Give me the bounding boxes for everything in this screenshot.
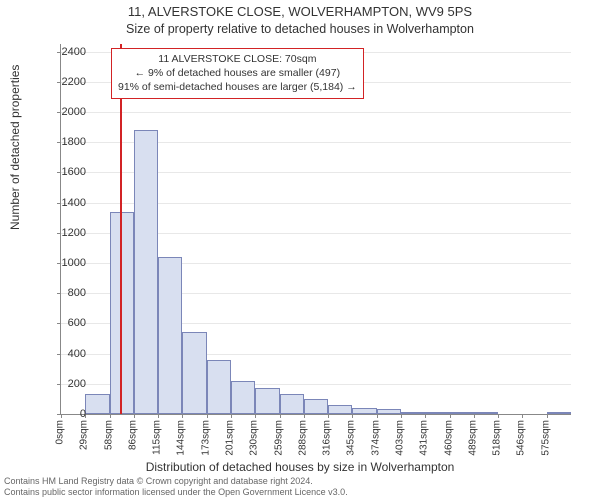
xtick-mark bbox=[522, 414, 523, 418]
histogram-bar bbox=[425, 412, 449, 414]
title-line-1: 11, ALVERSTOKE CLOSE, WOLVERHAMPTON, WV9… bbox=[0, 4, 600, 19]
histogram-bar bbox=[304, 399, 328, 414]
xtick-mark bbox=[134, 414, 135, 418]
xtick-mark bbox=[231, 414, 232, 418]
footer-line-1: Contains HM Land Registry data © Crown c… bbox=[4, 476, 596, 487]
marker-callout: 11 ALVERSTOKE CLOSE: 70sqm ← 9% of detac… bbox=[111, 48, 364, 99]
xtick-mark bbox=[547, 414, 548, 418]
histogram-bar bbox=[352, 408, 376, 414]
ytick-label: 1400 bbox=[46, 197, 86, 209]
xtick-label: 201sqm bbox=[225, 420, 236, 456]
xtick-label: 230sqm bbox=[249, 420, 260, 456]
ytick-label: 2200 bbox=[46, 76, 86, 88]
histogram-bar bbox=[328, 405, 352, 414]
xtick-mark bbox=[474, 414, 475, 418]
ytick-label: 1800 bbox=[46, 136, 86, 148]
xtick-mark bbox=[280, 414, 281, 418]
ytick-label: 800 bbox=[46, 287, 86, 299]
y-axis-label: Number of detached properties bbox=[8, 65, 22, 230]
ytick-label: 0 bbox=[46, 408, 86, 420]
histogram-bar bbox=[401, 412, 425, 414]
xtick-label: 144sqm bbox=[176, 420, 187, 456]
xtick-label: 173sqm bbox=[200, 420, 211, 456]
footer-attribution: Contains HM Land Registry data © Crown c… bbox=[4, 476, 596, 498]
ytick-label: 200 bbox=[46, 378, 86, 390]
histogram-bar bbox=[255, 388, 279, 414]
xtick-label: 316sqm bbox=[322, 420, 333, 456]
histogram-bar bbox=[231, 381, 255, 414]
histogram-bar bbox=[377, 409, 401, 414]
histogram-bar bbox=[450, 412, 474, 414]
histogram-bar bbox=[85, 394, 109, 414]
xtick-mark bbox=[182, 414, 183, 418]
callout-line-1: 11 ALVERSTOKE CLOSE: 70sqm bbox=[118, 52, 357, 66]
xtick-label: 460sqm bbox=[443, 420, 454, 456]
histogram-bar bbox=[134, 130, 158, 414]
callout-line-3: 91% of semi-detached houses are larger (… bbox=[118, 80, 357, 94]
ytick-label: 2000 bbox=[46, 106, 86, 118]
ytick-label: 1600 bbox=[46, 166, 86, 178]
gridline-h bbox=[61, 112, 571, 113]
ytick-label: 400 bbox=[46, 348, 86, 360]
histogram-bar bbox=[182, 332, 206, 414]
xtick-mark bbox=[304, 414, 305, 418]
histogram-bar bbox=[547, 412, 571, 414]
x-axis-label: Distribution of detached houses by size … bbox=[0, 460, 600, 474]
xtick-label: 29sqm bbox=[79, 420, 90, 450]
xtick-label: 58sqm bbox=[103, 420, 114, 450]
ytick-label: 600 bbox=[46, 317, 86, 329]
callout-line-2: ← 9% of detached houses are smaller (497… bbox=[118, 66, 357, 80]
xtick-mark bbox=[401, 414, 402, 418]
footer-line-2: Contains public sector information licen… bbox=[4, 487, 596, 498]
xtick-label: 288sqm bbox=[297, 420, 308, 456]
xtick-label: 374sqm bbox=[370, 420, 381, 456]
ytick-label: 2400 bbox=[46, 46, 86, 58]
xtick-mark bbox=[352, 414, 353, 418]
histogram-plot: 11 ALVERSTOKE CLOSE: 70sqm ← 9% of detac… bbox=[60, 44, 571, 415]
xtick-mark bbox=[255, 414, 256, 418]
xtick-label: 345sqm bbox=[346, 420, 357, 456]
xtick-label: 518sqm bbox=[492, 420, 503, 456]
histogram-bar bbox=[280, 394, 304, 414]
xtick-mark bbox=[450, 414, 451, 418]
histogram-bar bbox=[207, 360, 231, 414]
xtick-mark bbox=[207, 414, 208, 418]
xtick-mark bbox=[377, 414, 378, 418]
xtick-label: 0sqm bbox=[55, 420, 66, 444]
xtick-mark bbox=[425, 414, 426, 418]
xtick-label: 575sqm bbox=[540, 420, 551, 456]
xtick-label: 431sqm bbox=[419, 420, 430, 456]
xtick-mark bbox=[328, 414, 329, 418]
xtick-label: 489sqm bbox=[467, 420, 478, 456]
property-marker-line bbox=[120, 44, 122, 414]
xtick-label: 403sqm bbox=[395, 420, 406, 456]
xtick-mark bbox=[498, 414, 499, 418]
histogram-bar bbox=[474, 412, 498, 414]
ytick-label: 1200 bbox=[46, 227, 86, 239]
xtick-mark bbox=[110, 414, 111, 418]
title-line-2: Size of property relative to detached ho… bbox=[0, 22, 600, 36]
xtick-label: 86sqm bbox=[127, 420, 138, 450]
xtick-mark bbox=[158, 414, 159, 418]
ytick-label: 1000 bbox=[46, 257, 86, 269]
histogram-bar bbox=[158, 257, 182, 414]
xtick-label: 115sqm bbox=[152, 420, 163, 455]
xtick-label: 259sqm bbox=[273, 420, 284, 456]
xtick-label: 546sqm bbox=[516, 420, 527, 456]
